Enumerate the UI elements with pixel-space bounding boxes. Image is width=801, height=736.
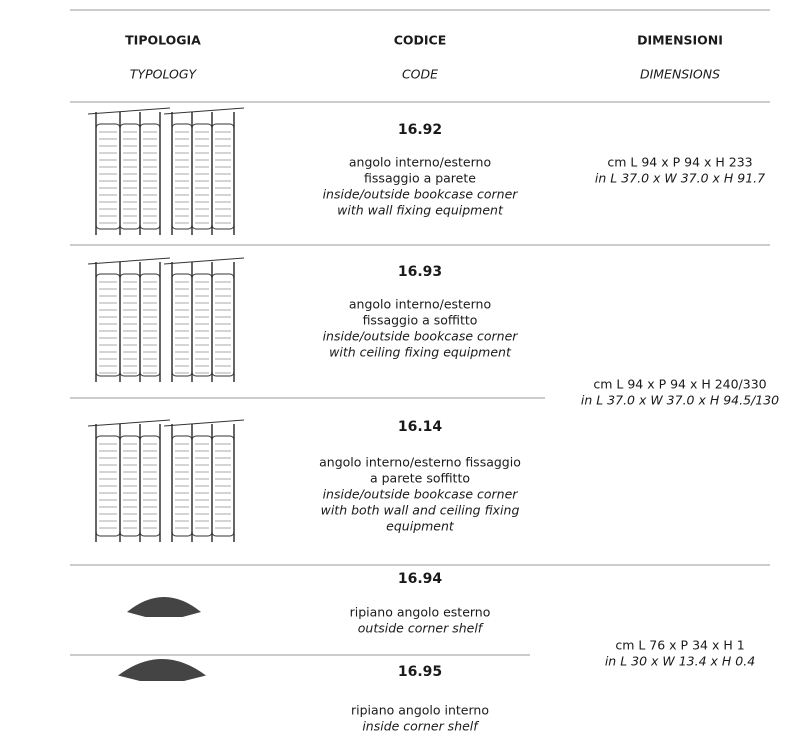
top-line [163,419,245,427]
description-en: inside/outside bookcase corner [323,329,519,344]
panel [119,123,141,230]
column-subtitle: CODE [402,67,438,82]
column-title: DIMENSIONI [637,33,723,48]
bookcase-icon [87,107,245,235]
column-subtitle: TYPOLOGY [130,67,198,82]
column-title: TIPOLOGIA [125,33,201,48]
panel [191,123,213,230]
shelf-icon [118,659,206,681]
description: angolo interno/esterno fissaggio [319,455,521,470]
dimensions-in: in L 37.0 x W 37.0 x H 94.5/130 [581,393,779,408]
panel [139,123,161,230]
shelf-icon [127,597,201,617]
description: fissaggio a parete [364,171,476,186]
column-subtitle: DIMENSIONS [640,67,720,82]
bookcase-icon [87,257,245,382]
description-en: inside/outside bookcase corner [323,487,519,502]
product-code: 16.92 [398,122,442,138]
description: ripiano angolo esterno [350,605,491,620]
description: angolo interno/esterno [349,297,491,312]
product-code: 16.93 [398,264,442,280]
top-line [163,257,245,265]
panel [95,123,121,230]
top-line [87,419,171,427]
product-code: 16.95 [398,664,442,680]
dimensions-cm: cm L 94 x P 94 x H 233 [607,155,752,170]
dimensions-in: in L 30 x W 13.4 x H 0.4 [605,654,755,669]
top-line [87,257,171,265]
description-en: inside/outside bookcase corner [323,187,519,202]
description: a parete soffitto [370,471,470,486]
description: angolo interno/esterno [349,155,491,170]
bookcase-icon [87,419,245,542]
description-en: outside corner shelf [358,621,484,636]
description-en: with wall fixing equipment [337,203,504,218]
dimensions-cm: cm L 76 x P 34 x H 1 [615,638,744,653]
top-line [163,107,245,115]
description-en: with ceiling fixing equipment [329,345,512,360]
product-code: 16.94 [398,571,443,587]
dimensions-cm: cm L 94 x P 94 x H 240/330 [593,377,766,392]
top-line [87,107,171,115]
panel [211,123,235,230]
description: fissaggio a soffitto [363,313,478,328]
description-en: inside corner shelf [362,719,479,734]
column-title: CODICE [394,33,447,48]
description-en: with both wall and ceiling fixing [321,503,520,518]
description: ripiano angolo interno [351,703,489,718]
product-code: 16.14 [398,419,443,435]
panel [171,123,193,230]
dimensions-in: in L 37.0 x W 37.0 x H 91.7 [595,171,765,186]
description-en: equipment [386,519,455,534]
